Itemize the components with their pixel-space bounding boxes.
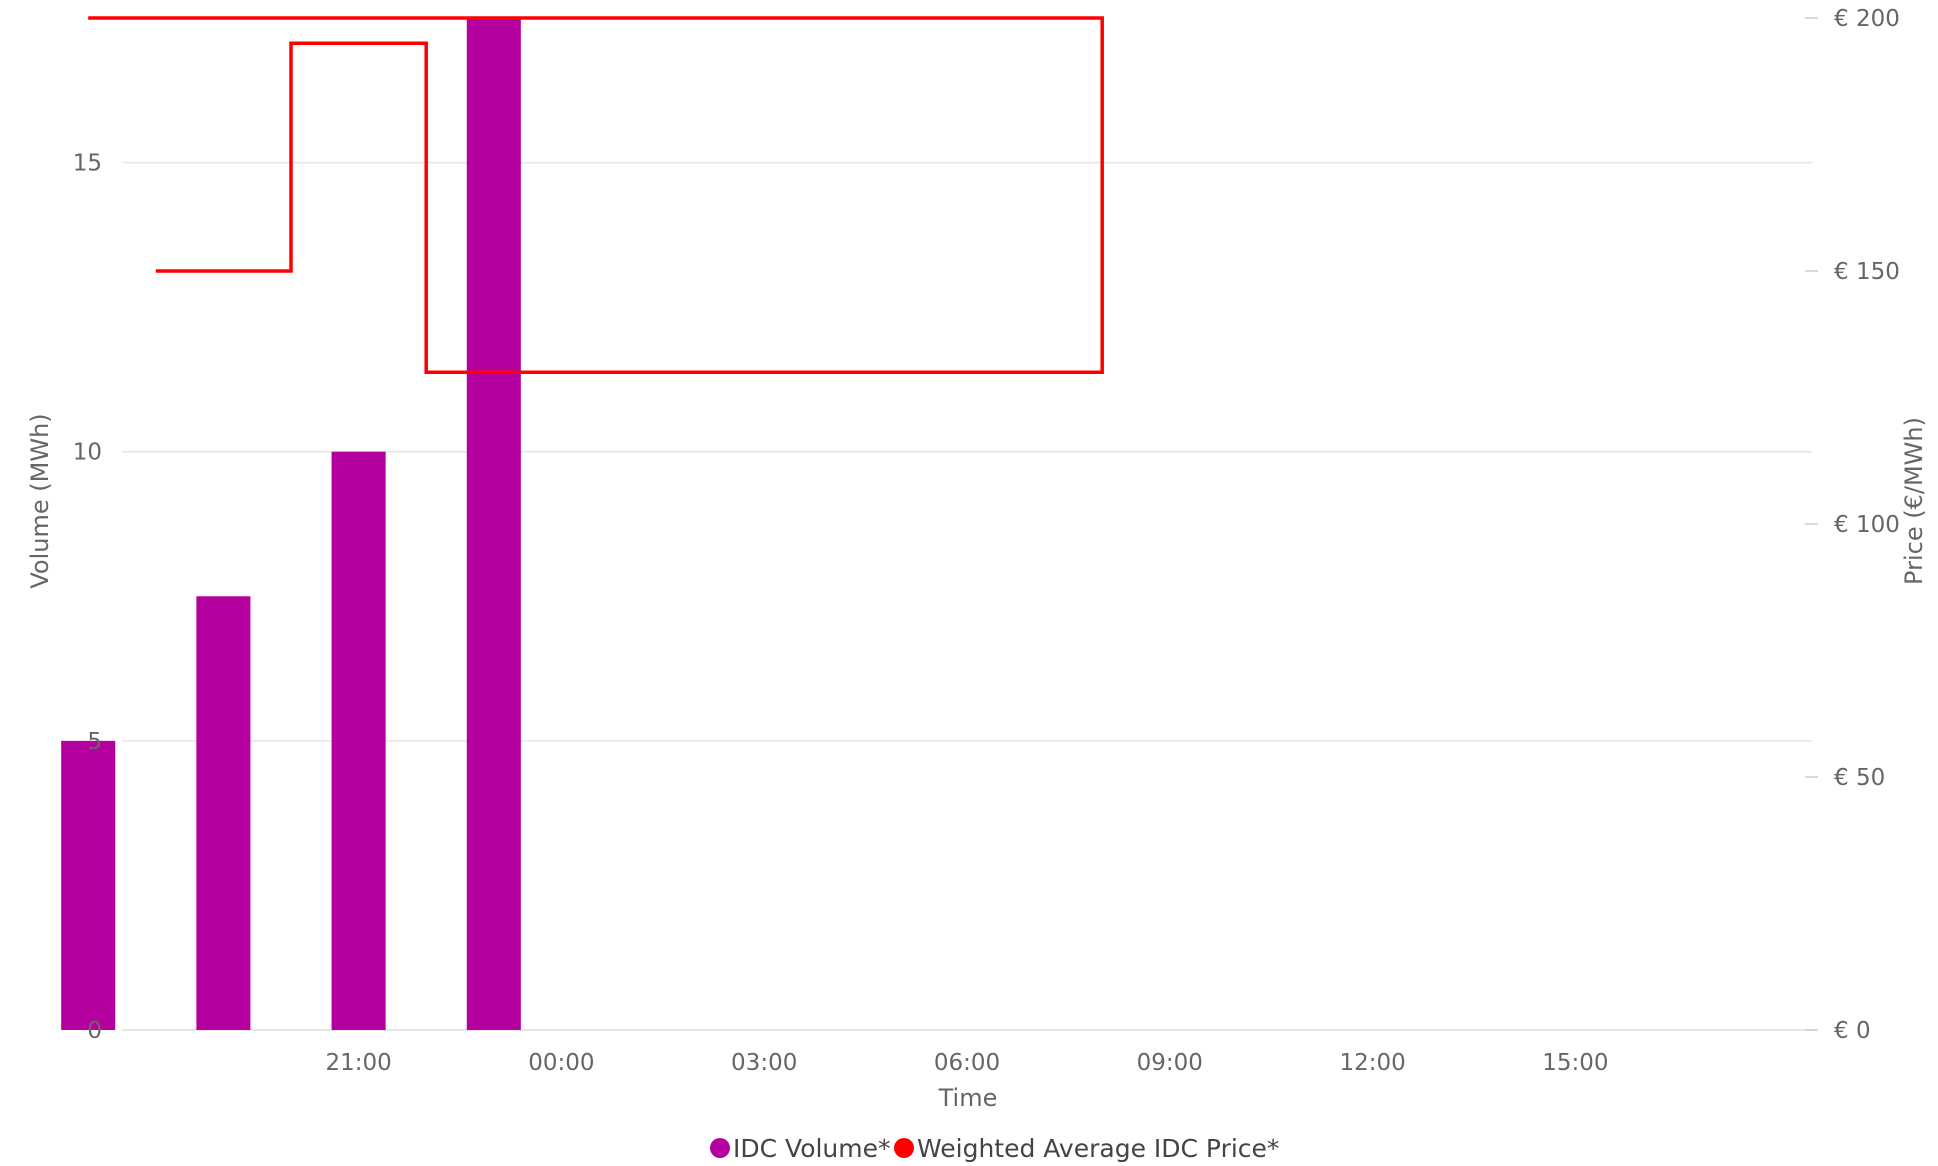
y-tick-left: 10 xyxy=(73,440,102,466)
bar-idc-volume xyxy=(466,18,521,1030)
y-tick-left: 15 xyxy=(73,151,102,177)
bar-idc-volume xyxy=(61,740,116,1030)
y-tick-right: € 100 xyxy=(1834,512,1900,538)
y-tick-left: 5 xyxy=(87,729,102,755)
line-weighted-average-idc-price xyxy=(88,16,1104,374)
y-tick-right: € 0 xyxy=(1834,1018,1871,1044)
x-tick: 15:00 xyxy=(1542,1050,1608,1076)
x-tick: 00:00 xyxy=(528,1050,594,1076)
volume-bars xyxy=(61,18,521,1030)
legend: IDC Volume* Weighted Average IDC Price* xyxy=(710,1134,1279,1163)
y-tick-right: € 150 xyxy=(1834,259,1900,285)
axes: Time Volume (MWh) Price (€/MWh) 0 5 10 15 € … xyxy=(26,6,1928,1112)
bar-idc-volume xyxy=(196,596,251,1030)
y-tick-right: € 200 xyxy=(1834,6,1900,32)
x-tick: 12:00 xyxy=(1339,1050,1405,1076)
legend-marker-weighted-average-price xyxy=(894,1138,914,1158)
x-axis-title: Time xyxy=(938,1084,998,1112)
legend-label-idc-volume: IDC Volume* xyxy=(733,1134,891,1162)
price-line-layer xyxy=(88,16,1104,374)
y-tick-right: € 50 xyxy=(1834,765,1885,791)
gridlines xyxy=(122,161,1812,1031)
x-tick: 06:00 xyxy=(934,1050,1000,1076)
x-tick: 21:00 xyxy=(325,1050,391,1076)
y-tick-left: 0 xyxy=(87,1018,102,1044)
y-axis-right-title: Price (€/MWh) xyxy=(1900,417,1928,585)
legend-label-weighted-average-price: Weighted Average IDC Price* xyxy=(917,1134,1279,1162)
x-tick: 09:00 xyxy=(1137,1050,1203,1076)
y-axis-left-title: Volume (MWh) xyxy=(26,413,54,588)
x-tick: 03:00 xyxy=(731,1050,797,1076)
legend-marker-idc-volume xyxy=(710,1138,730,1158)
bar-idc-volume xyxy=(331,451,386,1030)
